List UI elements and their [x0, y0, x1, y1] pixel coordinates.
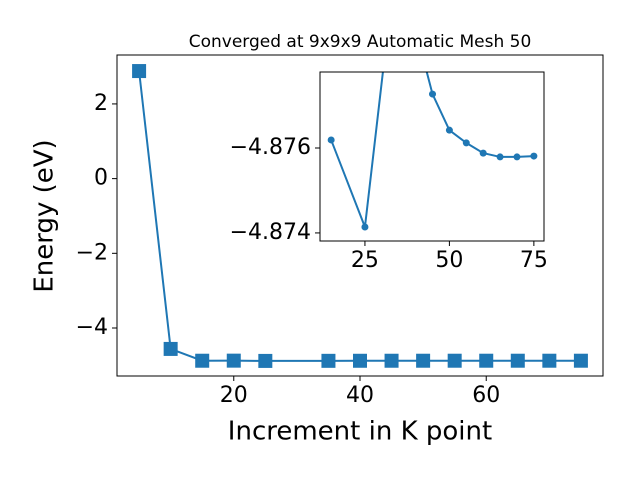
main-frame	[116, 54, 604, 377]
marker	[542, 353, 557, 368]
marker	[479, 353, 494, 368]
marker	[327, 136, 335, 144]
marker	[462, 139, 470, 147]
marker	[429, 90, 437, 98]
marker	[258, 353, 273, 368]
y-tick-label: 0	[94, 166, 108, 191]
plot-group	[132, 64, 588, 368]
x-axis-label: Increment in K point	[228, 417, 492, 447]
y-tick-label: −2	[76, 240, 108, 265]
marker	[195, 353, 210, 368]
x-tick-label: 40	[346, 383, 374, 408]
marker	[445, 126, 453, 134]
x-tick-label: 25	[351, 248, 379, 273]
marker	[479, 149, 487, 157]
x-tick-label: 60	[472, 383, 500, 408]
marker	[447, 353, 462, 368]
marker	[132, 64, 147, 79]
marker	[573, 353, 588, 368]
marker	[361, 223, 369, 231]
marker	[163, 341, 178, 356]
y-axis-label: Energy (eV)	[30, 139, 60, 292]
marker	[416, 353, 431, 368]
plot-group	[327, 72, 538, 231]
y-tick-label: −4.874	[230, 220, 311, 245]
y-tick-label: 2	[94, 91, 108, 116]
marker	[496, 153, 504, 161]
marker	[513, 153, 521, 161]
y-tick-label: −4.876	[230, 135, 311, 160]
x-tick-label: 75	[520, 248, 548, 273]
marker	[353, 353, 367, 368]
marker	[226, 353, 241, 368]
x-tick-label: 20	[220, 383, 248, 408]
chart-title: Converged at 9x9x9 Automatic Mesh 50	[189, 32, 532, 52]
x-tick-label: 50	[435, 248, 463, 273]
marker	[530, 152, 538, 160]
marker	[510, 353, 525, 368]
inset-frame	[319, 71, 545, 242]
y-tick-label: −4	[76, 315, 108, 340]
marker	[384, 353, 399, 368]
marker	[321, 353, 336, 368]
